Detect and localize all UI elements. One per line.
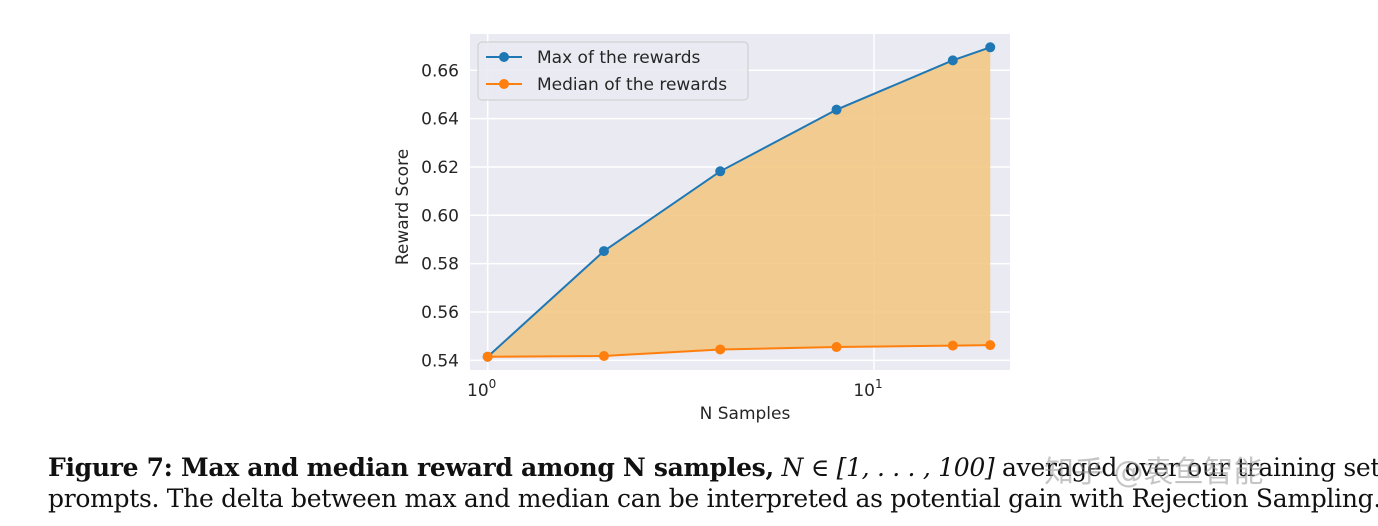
data-point [831, 104, 842, 115]
y-tick-label: 0.58 [421, 255, 459, 275]
y-tick-label: 0.64 [421, 110, 459, 130]
data-point [985, 42, 996, 53]
data-point [831, 342, 842, 353]
legend: Max of the rewards Median of the rewards [477, 41, 749, 101]
y-tick-label: 0.56 [421, 303, 459, 323]
caption-line-1: Figure 7: Max and median reward among N … [48, 452, 1378, 483]
data-point [598, 246, 609, 257]
fill-between-area [487, 47, 991, 357]
data-point [715, 166, 726, 177]
watermark: 知乎 @袁鱼智能 [1044, 455, 1264, 490]
caption-lead: Figure 7: Max and median reward among N … [48, 453, 774, 482]
data-point [715, 344, 726, 355]
series-line-1 [487, 344, 991, 358]
reward-chart: 0.54 0.56 0.58 0.60 0.62 0.64 0.66 100 101 N Samp… [393, 34, 1010, 424]
legend-label: Median of the rewards [537, 75, 727, 95]
y-tick-label: 0.62 [421, 158, 459, 178]
x-tick-label: 101 [853, 377, 882, 401]
legend-marker [499, 52, 509, 62]
legend-box [477, 41, 749, 101]
data-point [947, 55, 958, 66]
y-tick-label: 0.54 [421, 351, 459, 371]
y-axis-label: Reward Score [393, 149, 413, 265]
caption-line-2: prompts. The delta between max and media… [48, 484, 1378, 513]
y-tick-label: 0.66 [421, 61, 459, 81]
y-tick-label: 0.60 [421, 206, 459, 226]
caption-math: N ∈ [1, . . . , 100] [781, 453, 995, 482]
legend-marker [499, 79, 509, 89]
caption-rest: averaged over our training set of [1002, 453, 1378, 482]
x-tick-label: 100 [467, 377, 496, 401]
legend-label: Max of the rewards [537, 48, 701, 68]
series-line-0 [487, 46, 991, 358]
data-point [482, 351, 493, 362]
data-point [947, 340, 958, 351]
figure-caption: Figure 7: Max and median reward among N … [48, 452, 1378, 514]
chart: 0.54 0.56 0.58 0.60 0.62 0.64 0.66 100 101 N Samp… [393, 34, 1010, 424]
data-point [985, 340, 996, 351]
data-point [598, 350, 609, 361]
x-axis-label: N Samples [700, 404, 791, 424]
